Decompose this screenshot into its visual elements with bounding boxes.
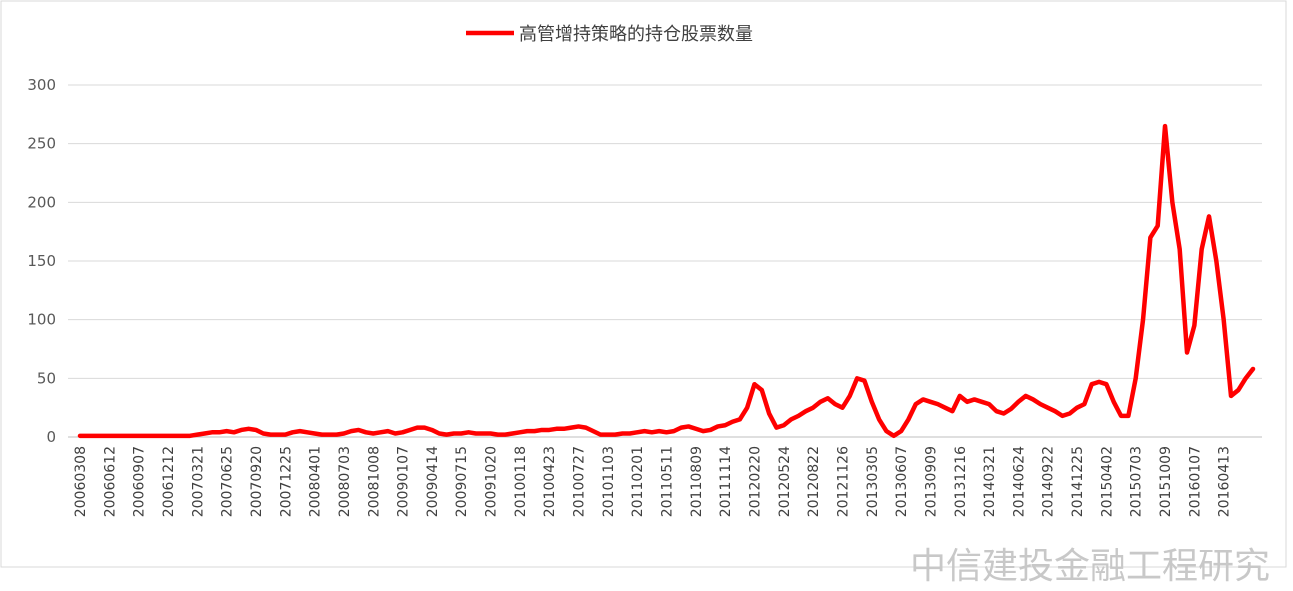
y-tick-label: 50	[37, 369, 56, 387]
y-tick-label: 150	[27, 252, 56, 270]
y-tick-label: 0	[46, 428, 56, 446]
x-tick-label: 20100118	[513, 446, 529, 517]
x-tick-label: 20060308	[73, 446, 89, 517]
x-tick-label: 20130909	[923, 446, 939, 517]
x-tick-label: 20110201	[630, 446, 646, 517]
x-tick-label: 20110511	[660, 446, 676, 517]
x-tick-label: 20090715	[454, 446, 470, 517]
x-tick-label: 20151009	[1158, 446, 1174, 517]
x-tick-label: 20061212	[161, 446, 177, 517]
x-tick-label: 20060907	[132, 446, 148, 517]
x-tick-label: 20101103	[601, 446, 617, 517]
x-tick-label: 20120524	[777, 446, 793, 517]
x-tick-label: 20160413	[1217, 446, 1233, 517]
x-tick-label: 20090107	[396, 446, 412, 517]
x-tick-label: 20070920	[249, 446, 265, 517]
y-tick-label: 300	[27, 76, 56, 94]
x-tick-label: 20071225	[278, 446, 294, 517]
x-tick-label: 20060612	[102, 446, 118, 517]
y-tick-label: 100	[27, 311, 56, 329]
y-tick-label: 250	[27, 135, 56, 153]
x-tick-label: 20140321	[982, 446, 998, 517]
x-tick-label: 20121126	[835, 446, 851, 517]
x-tick-label: 20091020	[484, 446, 500, 517]
chart-border	[0, 0, 1287, 568]
x-tick-label: 20080401	[308, 446, 324, 517]
x-tick-label: 20111114	[718, 446, 734, 517]
x-tick-label: 20120822	[806, 446, 822, 517]
x-tick-label: 20130607	[894, 446, 910, 517]
y-tick-label: 200	[27, 193, 56, 211]
legend-label: 高管增持策略的持仓股票数量	[519, 24, 753, 45]
x-tick-label: 20150402	[1099, 446, 1115, 517]
x-tick-label: 20141225	[1070, 446, 1086, 517]
x-tick-label: 20130305	[865, 446, 881, 517]
line-series	[77, 123, 1256, 439]
x-tick-label: 20140624	[1011, 446, 1027, 517]
watermark: 中信建投金融工程研究	[910, 546, 1270, 587]
x-tick-label: 20070625	[220, 446, 236, 517]
x-tick-label: 20070321	[190, 446, 206, 517]
x-tick-label: 20120220	[747, 446, 763, 517]
x-tick-label: 20080703	[337, 446, 353, 517]
x-tick-label: 20140922	[1041, 446, 1057, 517]
x-tick-label: 20090414	[425, 446, 441, 517]
x-tick-label: 20131216	[953, 446, 969, 517]
x-tick-label: 20160107	[1187, 446, 1203, 517]
x-tick-label: 20110809	[689, 446, 705, 517]
x-tick-label: 20081008	[366, 446, 382, 517]
x-tick-label: 20100423	[542, 446, 558, 517]
x-tick-label: 20100727	[572, 446, 588, 517]
x-tick-label: 20150703	[1129, 446, 1145, 517]
